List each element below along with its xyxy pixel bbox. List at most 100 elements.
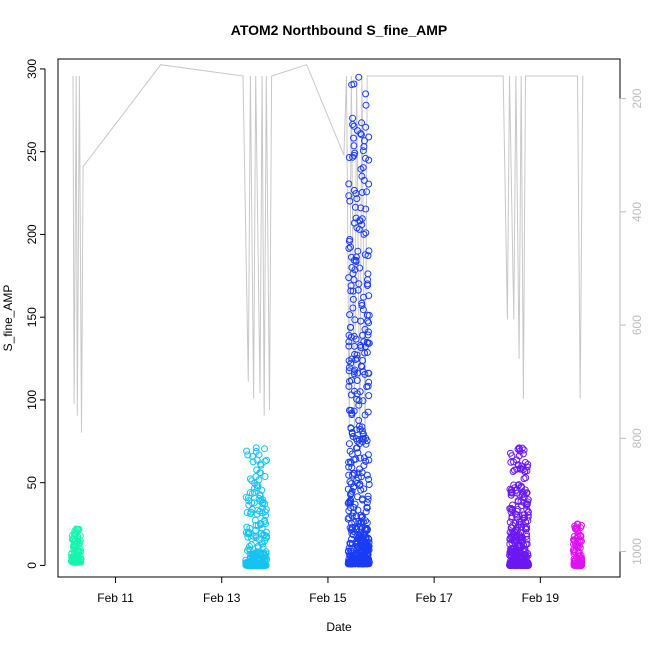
data-point — [346, 524, 354, 532]
data-point — [363, 471, 371, 479]
data-point — [252, 448, 260, 455]
data-point — [365, 247, 373, 255]
data-point — [365, 392, 373, 400]
data-point — [70, 530, 78, 538]
secondary-y-tick-label: 400 — [630, 202, 644, 222]
data-point — [347, 287, 355, 295]
data-point — [356, 523, 364, 531]
data-point — [263, 456, 271, 464]
data-point — [364, 495, 372, 503]
data-point — [354, 247, 362, 255]
data-point — [245, 497, 253, 505]
data-point — [507, 486, 515, 494]
data-point — [244, 547, 251, 554]
data-point — [253, 456, 261, 464]
data-point — [257, 460, 264, 468]
data-point — [349, 153, 357, 161]
data-point — [520, 561, 528, 569]
data-point — [356, 559, 364, 567]
data-point — [520, 545, 528, 553]
data-point — [576, 531, 584, 539]
data-point — [511, 466, 518, 474]
data-point — [570, 540, 577, 548]
data-point — [261, 445, 268, 453]
data-point — [518, 534, 526, 542]
data-point — [365, 559, 372, 567]
data-point — [516, 546, 524, 554]
data-point — [347, 459, 355, 467]
data-point — [350, 332, 358, 340]
data-point — [364, 252, 372, 260]
data-point — [354, 437, 361, 445]
data-point — [352, 523, 359, 531]
data-point — [354, 286, 362, 294]
data-point — [359, 331, 366, 339]
data-point — [262, 550, 270, 558]
data-point — [577, 532, 585, 540]
data-point — [352, 214, 360, 222]
y-tick-label: 300 — [25, 59, 39, 79]
plot-frame — [57, 58, 621, 578]
data-point — [252, 444, 260, 452]
data-point — [507, 458, 515, 466]
data-point — [359, 164, 367, 172]
data-point — [362, 526, 370, 534]
data-point — [364, 270, 372, 278]
data-point — [349, 121, 357, 128]
data-point — [360, 462, 368, 469]
data-point — [365, 133, 373, 141]
data-point — [519, 488, 527, 496]
data-point — [362, 229, 370, 237]
x-tick-label: Feb 13 — [203, 591, 241, 605]
data-point — [244, 533, 252, 541]
data-point — [361, 411, 369, 419]
secondary-y-axis: 200 400 600 800 1000 — [619, 88, 644, 565]
data-point — [348, 430, 356, 438]
secondary-y-tick-label: 800 — [630, 428, 644, 448]
data-point — [517, 497, 525, 505]
data-point — [363, 338, 371, 346]
depth-line — [72, 64, 584, 445]
data-point — [70, 543, 78, 551]
data-point — [72, 525, 80, 533]
data-points — [68, 73, 586, 569]
data-point — [348, 512, 356, 520]
data-point — [361, 325, 369, 333]
data-point — [507, 491, 515, 499]
y-tick-label: 150 — [25, 307, 39, 327]
data-point — [347, 425, 355, 432]
data-point — [359, 306, 367, 314]
data-point — [362, 154, 369, 162]
data-point — [359, 518, 367, 526]
x-tick-label: Feb 17 — [415, 591, 453, 605]
data-point — [243, 447, 251, 455]
data-point — [355, 401, 363, 409]
data-point — [365, 319, 373, 327]
data-point — [249, 458, 257, 466]
data-point — [249, 554, 257, 562]
data-point — [345, 364, 353, 371]
data-point — [350, 122, 358, 130]
data-point — [251, 484, 258, 492]
data-point — [345, 180, 353, 188]
y-tick-label: 50 — [25, 476, 39, 490]
data-point — [356, 217, 364, 224]
data-point — [514, 557, 522, 565]
data-point — [357, 344, 365, 351]
data-point — [513, 456, 521, 464]
data-point — [355, 73, 363, 81]
data-point — [354, 493, 361, 501]
data-point — [347, 491, 355, 499]
data-point — [242, 556, 250, 564]
data-point — [359, 147, 367, 155]
data-point — [354, 127, 361, 135]
data-point — [263, 534, 270, 542]
data-point — [74, 535, 82, 543]
data-point — [574, 524, 582, 532]
data-point — [574, 561, 582, 569]
data-point — [346, 236, 354, 243]
data-point — [365, 475, 373, 483]
data-point — [514, 497, 522, 505]
data-point — [524, 498, 532, 506]
